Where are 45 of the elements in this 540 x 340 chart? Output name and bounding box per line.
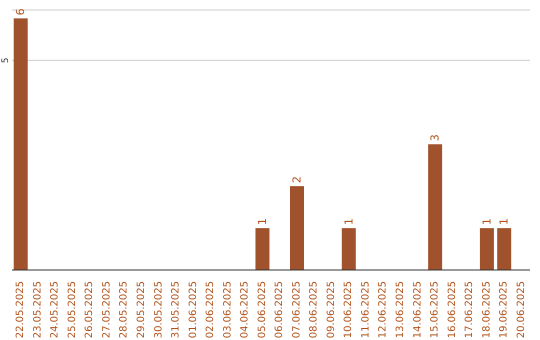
x-tick-label: 12.06.2025 bbox=[378, 281, 389, 338]
x-tick-label: 01.06.2025 bbox=[188, 281, 199, 338]
x-tick-label: 15.06.2025 bbox=[430, 281, 441, 338]
x-tick-label: 11.06.2025 bbox=[360, 281, 372, 338]
x-tick-label: 23.05.2025 bbox=[32, 281, 44, 338]
bar bbox=[255, 228, 270, 270]
x-tick-label: 22.05.2025 bbox=[15, 281, 26, 338]
x-tick-label: 18.06.2025 bbox=[481, 281, 492, 338]
x-tick-label: 03.06.2025 bbox=[222, 281, 234, 338]
x-tick-label: 26.05.2025 bbox=[84, 281, 96, 338]
bar bbox=[14, 18, 28, 270]
data-label: 1 bbox=[342, 218, 356, 226]
x-tick-label: 06.06.2025 bbox=[274, 281, 286, 338]
x-tick-label: 24.05.2025 bbox=[50, 281, 61, 338]
x-tick-label: 14.06.2025 bbox=[412, 281, 424, 338]
x-tick-label: 30.05.2025 bbox=[153, 281, 164, 338]
y-tick-label: 5 bbox=[1, 57, 11, 64]
data-label: 2 bbox=[290, 176, 304, 184]
x-tick-label: 16.06.2025 bbox=[446, 281, 458, 338]
x-tick-label: 25.05.2025 bbox=[66, 281, 78, 338]
x-tick-label: 19.06.2025 bbox=[498, 281, 510, 338]
data-label: 3 bbox=[428, 134, 442, 142]
bar bbox=[480, 228, 494, 270]
x-tick-label: 13.06.2025 bbox=[395, 281, 406, 338]
x-tick-label: 17.06.2025 bbox=[464, 281, 476, 338]
x-tick-label: 27.05.2025 bbox=[101, 281, 112, 338]
bar bbox=[290, 186, 304, 270]
bar bbox=[497, 228, 512, 270]
bar bbox=[342, 228, 356, 270]
x-tick-label: 05.06.2025 bbox=[256, 281, 268, 338]
data-label: 1 bbox=[498, 218, 511, 226]
data-label: 1 bbox=[256, 218, 269, 226]
x-tick-label: 31.05.2025 bbox=[170, 281, 182, 338]
x-tick-label: 09.06.2025 bbox=[326, 281, 337, 338]
bar bbox=[428, 144, 442, 270]
x-tick-label: 28.05.2025 bbox=[118, 281, 130, 338]
x-tick-label: 29.05.2025 bbox=[136, 281, 147, 338]
x-tick-label: 02.06.2025 bbox=[205, 281, 216, 338]
x-tick-label: 07.06.2025 bbox=[291, 281, 302, 338]
x-tick-label: 04.06.2025 bbox=[240, 281, 251, 338]
x-tick-label: 08.06.2025 bbox=[308, 281, 320, 338]
x-tick-label: 20.06.2025 bbox=[516, 281, 527, 338]
data-label: 1 bbox=[480, 218, 494, 226]
data-label: 6 bbox=[14, 8, 28, 16]
x-tick-label: 10.06.2025 bbox=[343, 281, 354, 338]
